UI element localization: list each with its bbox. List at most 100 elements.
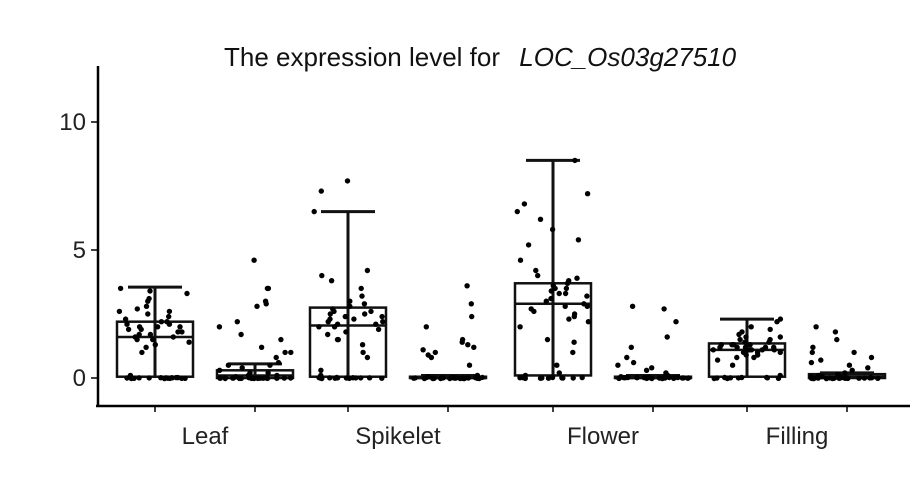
box-flower-1 <box>613 303 693 382</box>
data-point <box>264 375 271 382</box>
data-point <box>238 375 244 382</box>
data-point <box>566 316 572 322</box>
data-point <box>856 375 862 381</box>
data-point <box>548 295 554 302</box>
data-point <box>251 257 257 263</box>
data-point <box>754 349 761 356</box>
data-point <box>517 257 524 263</box>
data-point <box>447 375 453 382</box>
data-point <box>136 375 142 381</box>
data-point <box>845 375 851 382</box>
data-point <box>584 293 590 299</box>
data-point <box>675 374 681 381</box>
data-point <box>649 365 655 371</box>
data-point <box>556 370 562 376</box>
data-point <box>247 370 253 376</box>
data-point <box>222 375 228 381</box>
data-point <box>175 329 181 335</box>
y-tick-label: 0 <box>73 365 86 392</box>
data-point <box>143 303 150 309</box>
data-point <box>572 157 578 164</box>
data-point <box>724 375 730 382</box>
data-point <box>777 334 783 340</box>
data-point <box>545 375 552 381</box>
data-point <box>325 331 331 338</box>
box-spikelet-1 <box>408 283 488 382</box>
data-point <box>517 324 523 330</box>
data-point <box>562 303 568 309</box>
data-point <box>327 375 333 381</box>
data-point <box>330 306 336 312</box>
data-point <box>685 375 692 381</box>
data-point <box>425 374 431 380</box>
data-point <box>471 344 477 350</box>
data-point <box>517 375 523 381</box>
data-point <box>831 375 837 381</box>
x-tick-label: Spikelet <box>355 423 441 450</box>
data-point <box>468 301 474 307</box>
data-point <box>571 339 577 345</box>
box-filling-1 <box>807 324 887 382</box>
chart-title-gene: LOC_Os03g27510 <box>519 42 736 72</box>
data-point <box>522 372 529 379</box>
data-point <box>710 347 716 353</box>
data-point <box>328 278 335 284</box>
data-point <box>430 375 436 382</box>
data-point <box>146 295 152 302</box>
data-point <box>474 372 481 379</box>
data-point <box>808 359 815 366</box>
data-point <box>827 375 833 381</box>
data-point <box>535 272 541 279</box>
data-point <box>263 301 269 307</box>
data-point <box>570 375 576 381</box>
data-point <box>274 372 280 379</box>
data-point <box>618 374 624 380</box>
data-point <box>147 288 153 294</box>
data-point <box>664 334 670 340</box>
data-point <box>364 267 371 274</box>
data-point <box>835 371 841 377</box>
data-point <box>742 344 749 350</box>
data-point <box>615 362 621 368</box>
data-point <box>264 285 271 292</box>
data-point <box>777 349 783 356</box>
data-point <box>469 313 475 320</box>
data-point <box>680 375 687 381</box>
box-spikelet-0 <box>308 178 388 382</box>
data-point <box>225 362 232 368</box>
data-point <box>466 362 473 368</box>
data-point <box>549 226 556 233</box>
data-point <box>347 303 353 309</box>
data-point <box>373 321 379 327</box>
data-point <box>166 308 173 315</box>
data-point <box>234 319 240 325</box>
data-point <box>117 285 124 292</box>
x-tick-label: Flower <box>567 423 639 450</box>
data-point <box>265 370 271 376</box>
data-point <box>751 354 757 361</box>
data-point <box>344 178 351 184</box>
data-point <box>548 288 554 294</box>
data-point <box>134 336 140 343</box>
data-point <box>537 375 544 381</box>
data-point <box>311 208 317 215</box>
data-point <box>834 336 840 343</box>
data-point <box>216 324 223 330</box>
data-point <box>464 283 470 289</box>
data-point <box>170 334 176 340</box>
data-point <box>663 370 669 376</box>
data-point <box>318 372 324 379</box>
data-point <box>334 374 340 381</box>
data-point <box>177 324 183 330</box>
data-point <box>360 349 366 356</box>
data-point <box>759 347 765 353</box>
data-point <box>575 237 582 243</box>
data-point <box>267 362 273 368</box>
chart-title: The expression level for LOC_Os03g27510 <box>224 42 737 72</box>
data-point <box>182 375 188 382</box>
data-point <box>257 375 263 381</box>
data-point <box>777 316 784 322</box>
data-point <box>729 362 736 368</box>
data-point <box>368 308 374 315</box>
data-point <box>734 354 740 361</box>
